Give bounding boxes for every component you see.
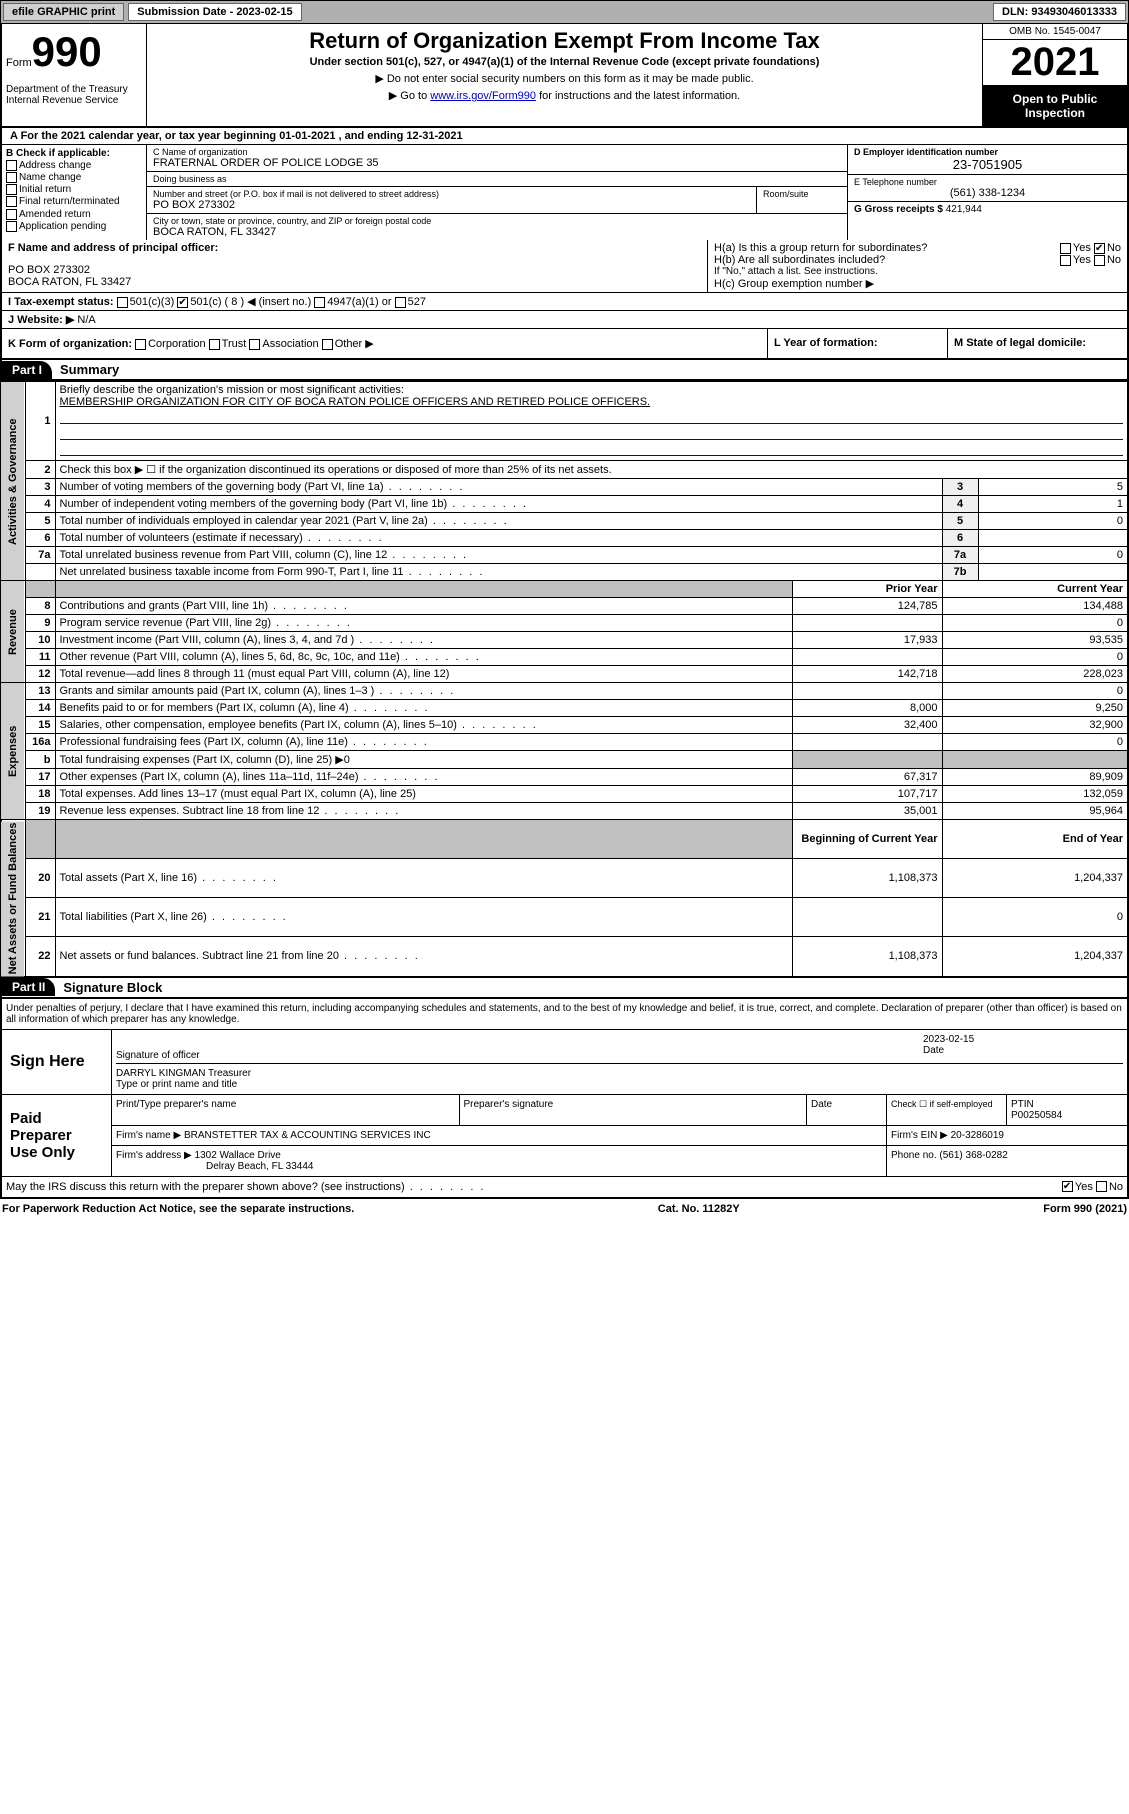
org-city: BOCA RATON, FL 33427 bbox=[153, 226, 841, 238]
tax-period: A For the 2021 calendar year, or tax yea… bbox=[0, 128, 1129, 145]
firm-address-2: Delray Beach, FL 33444 bbox=[206, 1161, 313, 1172]
section-klm: K Form of organization: Corporation Trus… bbox=[0, 329, 1129, 360]
org-street: PO BOX 273302 bbox=[153, 199, 750, 211]
part-1-header: Part I Summary bbox=[0, 360, 1129, 381]
footer-left: For Paperwork Reduction Act Notice, see … bbox=[2, 1203, 354, 1215]
top-toolbar: efile GRAPHIC print Submission Date - 20… bbox=[0, 0, 1129, 24]
vtab-expenses: Expenses bbox=[1, 683, 25, 820]
section-i: I Tax-exempt status: 501(c)(3) 501(c) ( … bbox=[0, 293, 1129, 311]
part-2-header: Part II Signature Block bbox=[0, 978, 1129, 999]
form-header: Form990 Department of the Treasury Inter… bbox=[0, 24, 1129, 128]
tax-year: 2021 bbox=[983, 40, 1127, 86]
org-info-grid: B Check if applicable: Address change Na… bbox=[0, 145, 1129, 240]
section-f-h: F Name and address of principal officer:… bbox=[0, 240, 1129, 293]
form-title: Return of Organization Exempt From Incom… bbox=[155, 28, 974, 54]
mission-text: MEMBERSHIP ORGANIZATION FOR CITY OF BOCA… bbox=[60, 396, 651, 408]
firm-phone: (561) 368-0282 bbox=[939, 1150, 1007, 1161]
inspection-badge: Open to Public Inspection bbox=[983, 86, 1127, 126]
vtab-netassets: Net Assets or Fund Balances bbox=[1, 820, 25, 977]
irs-link[interactable]: www.irs.gov/Form990 bbox=[430, 90, 536, 102]
officer-name: DARRYL KINGMAN Treasurer bbox=[116, 1068, 1123, 1079]
summary-table: Activities & Governance 1 Briefly descri… bbox=[0, 381, 1129, 978]
declaration-text: Under penalties of perjury, I declare th… bbox=[2, 999, 1127, 1030]
department-label: Department of the Treasury Internal Reve… bbox=[6, 84, 142, 106]
signature-date: 2023-02-15 bbox=[923, 1034, 1123, 1045]
section-d: D Employer identification number 23-7051… bbox=[847, 145, 1127, 240]
omb-number: OMB No. 1545-0047 bbox=[983, 24, 1127, 40]
firm-address-1: 1302 Wallace Drive bbox=[195, 1150, 281, 1161]
vtab-revenue: Revenue bbox=[1, 581, 25, 683]
footer-center: Cat. No. 11282Y bbox=[658, 1203, 740, 1215]
gross-receipts: 421,944 bbox=[946, 204, 982, 215]
section-b: B Check if applicable: Address change Na… bbox=[2, 145, 147, 240]
section-j: J Website: ▶ N/A bbox=[0, 311, 1129, 329]
officer-addr1: PO BOX 273302 bbox=[8, 264, 701, 276]
section-c: C Name of organization FRATERNAL ORDER O… bbox=[147, 145, 847, 240]
form-note-2: ▶ Go to www.irs.gov/Form990 for instruct… bbox=[155, 89, 974, 102]
ptin: P00250584 bbox=[1011, 1110, 1062, 1121]
signature-block: Under penalties of perjury, I declare th… bbox=[0, 999, 1129, 1199]
firm-ein: 20-3286019 bbox=[951, 1130, 1004, 1141]
paid-preparer-label: Paid Preparer Use Only bbox=[2, 1095, 112, 1176]
efile-button[interactable]: efile GRAPHIC print bbox=[3, 3, 124, 21]
form-number: 990 bbox=[32, 28, 102, 75]
org-name: FRATERNAL ORDER OF POLICE LODGE 35 bbox=[153, 157, 841, 169]
ein: 23-7051905 bbox=[854, 157, 1121, 172]
form-word: Form bbox=[6, 57, 32, 69]
page-footer: For Paperwork Reduction Act Notice, see … bbox=[0, 1199, 1129, 1219]
vtab-activities: Activities & Governance bbox=[1, 382, 25, 581]
sign-here-label: Sign Here bbox=[2, 1030, 112, 1094]
dln-label: DLN: 93493046013333 bbox=[993, 3, 1126, 21]
firm-name: BRANSTETTER TAX & ACCOUNTING SERVICES IN… bbox=[184, 1130, 431, 1141]
submission-date: Submission Date - 2023-02-15 bbox=[128, 3, 301, 21]
footer-right: Form 990 (2021) bbox=[1043, 1203, 1127, 1215]
website: N/A bbox=[77, 314, 95, 326]
form-subtitle: Under section 501(c), 527, or 4947(a)(1)… bbox=[155, 56, 974, 68]
form-note-1: ▶ Do not enter social security numbers o… bbox=[155, 72, 974, 85]
officer-addr2: BOCA RATON, FL 33427 bbox=[8, 276, 701, 288]
phone: (561) 338-1234 bbox=[854, 187, 1121, 199]
